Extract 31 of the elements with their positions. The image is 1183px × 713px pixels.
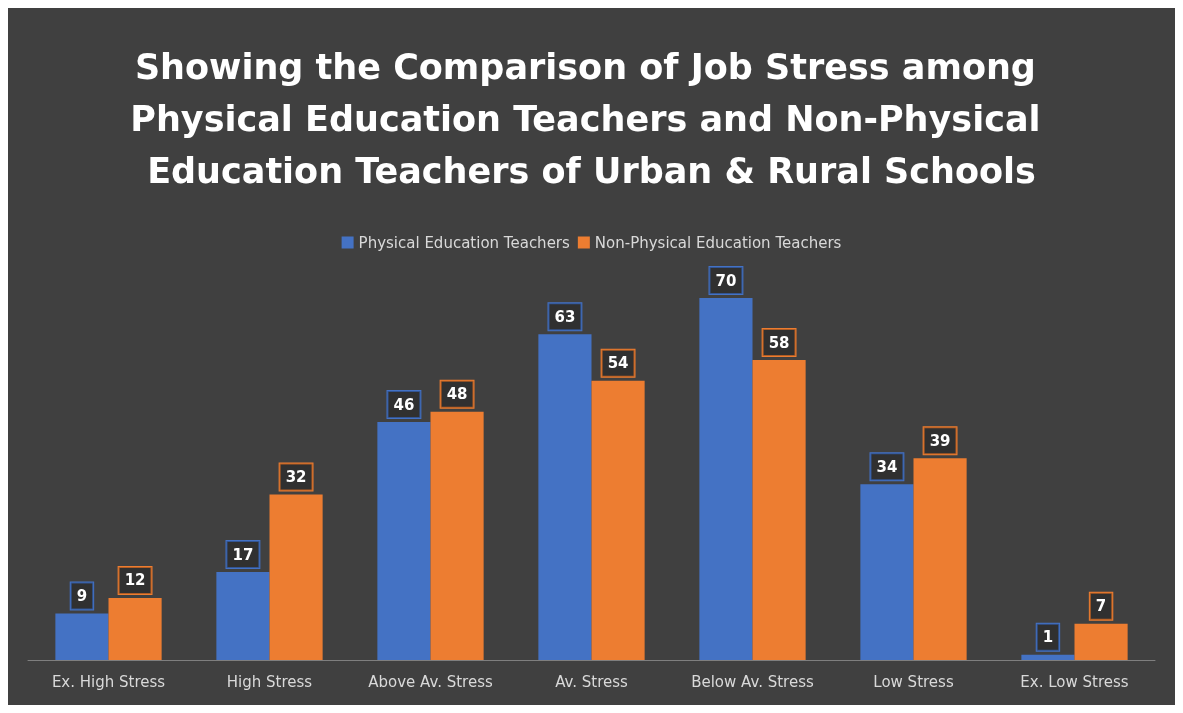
- data-label: 17: [232, 545, 254, 564]
- bar: [1074, 623, 1128, 660]
- data-label: 70: [715, 271, 737, 290]
- bar: [377, 422, 431, 660]
- x-tick-label: Below Av. Stress: [691, 672, 814, 691]
- bar: [1021, 654, 1075, 660]
- data-label: 34: [876, 457, 898, 476]
- data-label: 39: [929, 431, 951, 450]
- chart-title: Showing the Comparison of Job Stress among Physical Education Teachers and Non-Physical Education Teachers of Urban & Rural Schools: [130, 47, 1053, 191]
- bar: [216, 572, 270, 660]
- data-label: 63: [554, 307, 576, 326]
- data-label: 54: [607, 354, 629, 373]
- data-label: 7: [1095, 597, 1107, 616]
- data-label: 46: [393, 395, 415, 414]
- x-tick-label: High Stress: [226, 672, 313, 691]
- data-label: 48: [446, 385, 468, 404]
- x-tick-label: Low Stress: [873, 672, 954, 691]
- legend-label: Non-Physical Education Teachers: [594, 233, 842, 252]
- data-label: 32: [285, 468, 307, 487]
- bar: [699, 298, 753, 660]
- data-label: 9: [76, 586, 88, 605]
- x-tick-label: Above Av. Stress: [368, 672, 493, 691]
- x-tick-label: Ex. High Stress: [51, 672, 166, 691]
- data-label: 12: [124, 571, 146, 590]
- legend-label: Physical Education Teachers: [358, 233, 571, 252]
- x-tick-label: Ex. Low Stress: [1020, 672, 1129, 691]
- x-tick-label: Av. Stress: [555, 672, 629, 691]
- data-label: 1: [1042, 628, 1054, 647]
- bar: [55, 613, 109, 660]
- data-label: 58: [768, 333, 790, 352]
- bar: [752, 360, 806, 660]
